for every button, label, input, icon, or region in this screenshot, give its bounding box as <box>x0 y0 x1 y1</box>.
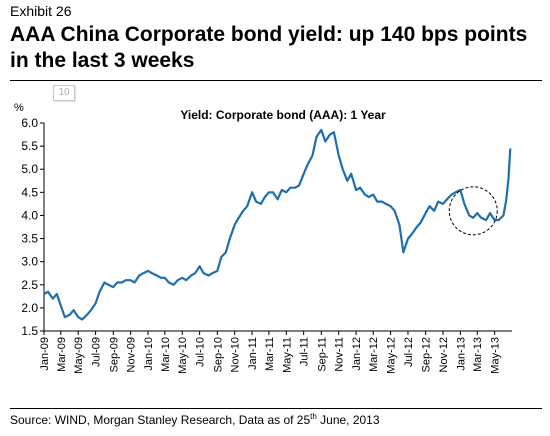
x-tick-label: Jul-10 <box>195 337 207 367</box>
highlight-dashed-circle <box>448 186 498 236</box>
y-tick-label: 6.0 <box>21 116 38 130</box>
x-tick-label: Sep-12 <box>421 337 433 372</box>
x-tick-label: Jan-09 <box>39 337 51 371</box>
x-tick-label: Jan-10 <box>143 337 155 371</box>
x-tick-label: Jan-11 <box>247 337 259 370</box>
source-note: Source: WIND, Morgan Stanley Research, D… <box>10 412 380 428</box>
y-tick-label: 1.5 <box>21 324 38 338</box>
page-number-badge: 10 <box>53 85 75 101</box>
yield-series-line <box>43 128 512 321</box>
headline: AAA China Corporate bond yield: up 140 b… <box>10 22 545 74</box>
x-tick-label: Mar-09 <box>56 337 68 372</box>
x-tick-label: Nov-10 <box>230 337 242 372</box>
x-tick-label: Jul-12 <box>403 337 415 367</box>
x-tick-label: Sep-09 <box>108 337 120 372</box>
x-tick-label: Sep-10 <box>212 337 224 372</box>
headline-line-2: in the last 3 weeks <box>10 49 195 72</box>
x-tick-label: Mar-12 <box>368 337 380 372</box>
yield-line-chart: Yield: Corporate bond (AAA): 1 Year% 1.5 2… <box>14 102 512 374</box>
x-tick-label: Jan-13 <box>455 337 467 371</box>
x-tick-label: May-11 <box>281 337 293 373</box>
y-tick-label: 4.0 <box>21 208 38 222</box>
x-tick-label: Mar-13 <box>472 337 484 372</box>
x-tick-label: Nov-09 <box>126 337 138 372</box>
y-tick-label: 5.5 <box>21 139 38 153</box>
x-tick-label: Jan-12 <box>351 337 363 371</box>
source-superscript: th <box>310 412 317 421</box>
bottom-divider <box>10 408 542 409</box>
x-tick-label: May-12 <box>386 337 398 374</box>
x-tick-label: Nov-11 <box>334 337 346 372</box>
source-text: Source: WIND, Morgan Stanley Research, D… <box>10 413 311 427</box>
x-tick-label: Nov-12 <box>438 337 450 372</box>
y-axis-unit-label: % <box>14 102 24 114</box>
y-tick-label: 5.0 <box>21 162 38 176</box>
x-tick-label: Sep-11 <box>316 337 328 372</box>
x-tick-label: Mar-11 <box>264 337 276 371</box>
y-tick-label: 2.0 <box>21 301 38 315</box>
exhibit-label: Exhibit 26 <box>10 3 72 19</box>
chart-title: Yield: Corporate bond (AAA): 1 Year <box>180 108 386 122</box>
x-tick-label: May-13 <box>490 337 502 374</box>
x-tick-label: Jul-09 <box>91 337 103 367</box>
y-tick-label: 3.5 <box>21 232 38 246</box>
x-tick-label: May-10 <box>177 337 189 374</box>
headline-line-1: AAA China Corporate bond yield: up 140 b… <box>10 23 528 46</box>
x-tick-label: Mar-10 <box>160 337 172 372</box>
source-suffix: June, 2013 <box>316 413 380 427</box>
x-tick-label: Jul-11 <box>299 337 311 366</box>
y-tick-label: 3.0 <box>21 255 38 269</box>
top-divider <box>10 80 542 81</box>
y-tick-label: 4.5 <box>21 185 38 199</box>
y-tick-label: 2.5 <box>21 278 38 292</box>
x-tick-label: May-09 <box>73 337 85 374</box>
